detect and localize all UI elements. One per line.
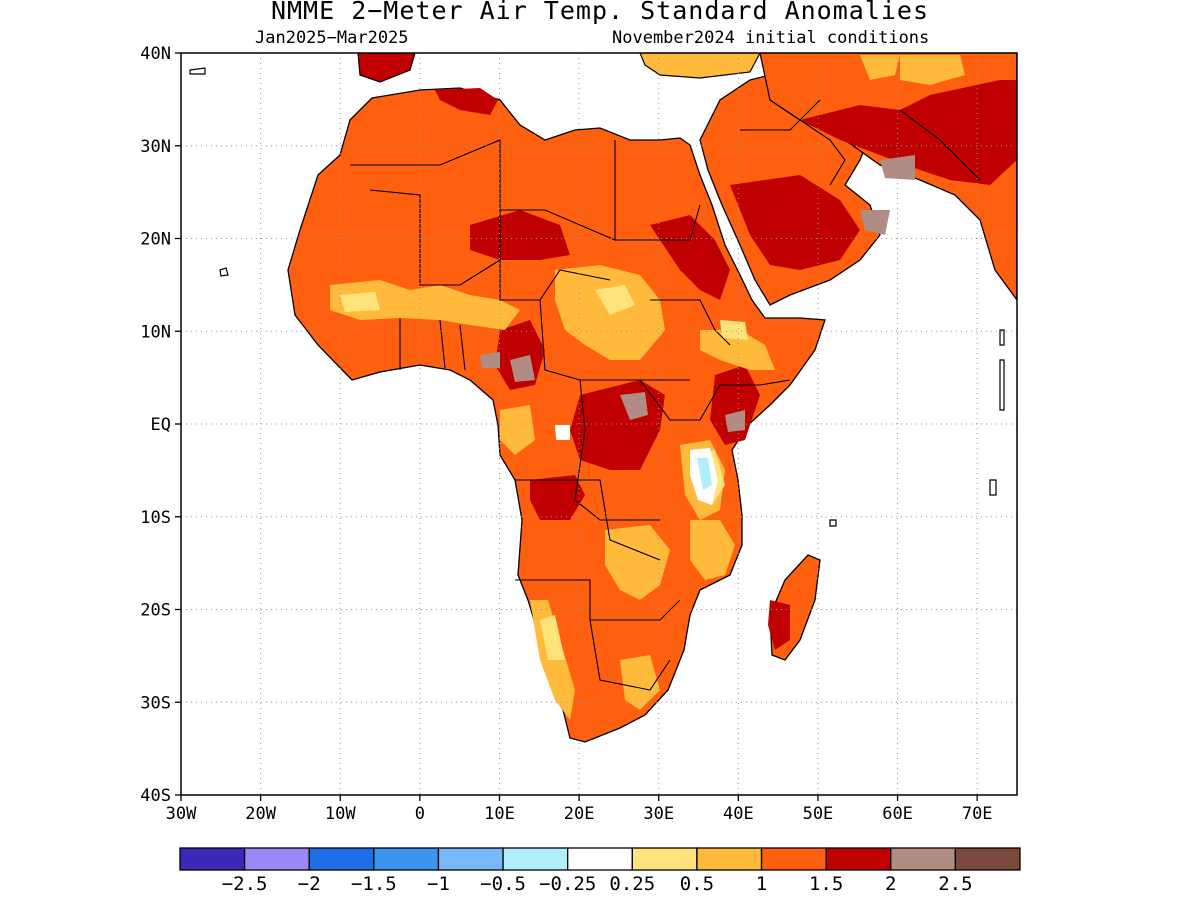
map-area: [189, 53, 1017, 743]
country-borders: [350, 99, 981, 691]
lat-label: 30N: [140, 137, 171, 157]
latitude-labels: 40N 30N 20N 10N EQ 10S 20S 30S 40S: [140, 44, 171, 806]
lon-label: 10W: [325, 804, 356, 824]
colorbar-label: 1: [756, 873, 767, 895]
turkey-landmass: [639, 53, 761, 79]
lat-label: 40N: [140, 44, 171, 64]
lon-label: 0: [415, 804, 425, 824]
lon-label: 10E: [484, 804, 515, 824]
colorbar-labels: −2.5 −2 −1.5 −1 −0.5 −0.25 0.25 0.5 1 1.5 2 2.5: [222, 873, 973, 895]
axis-ticks: [175, 52, 978, 801]
map-title: NMME 2−Meter Air Temp. Standard Anomalie…: [270, 0, 930, 25]
lon-label: 70E: [962, 804, 993, 824]
colorbar-label: −2: [298, 873, 321, 895]
colorbar-swatch: [567, 847, 633, 871]
forecast-period: Jan2025−Mar2025: [255, 28, 409, 48]
anomaly-plus-2: [480, 155, 915, 432]
longitude-labels: 30W 20W 10W 0 10E 20E 30E 40E 50E 60E 70E: [166, 804, 993, 824]
lon-label: 30W: [166, 804, 197, 824]
colorbar-label: −1: [427, 873, 450, 895]
anomaly-plus-1-5: [435, 80, 1017, 650]
colorbar: [179, 847, 1021, 871]
lat-label: 30S: [140, 693, 171, 713]
colorbar-swatch: [890, 847, 957, 871]
colorbar-label: −2.5: [222, 873, 268, 895]
lon-label: 60E: [882, 804, 913, 824]
colorbar-swatch: [631, 847, 698, 871]
colorbar-label: 0.5: [680, 873, 714, 895]
colorbar-swatch: [696, 847, 763, 871]
colorbar-swatch: [179, 847, 246, 871]
colorbar-swatch: [502, 847, 569, 871]
anomaly-near-normal: [555, 425, 718, 505]
colorbar-swatch: [954, 847, 1021, 871]
colorbar-swatch: [308, 847, 375, 871]
colorbar-swatch: [825, 847, 892, 871]
lat-label: 10S: [140, 508, 171, 528]
colorbar-swatch: [243, 847, 310, 871]
gridlines: [181, 53, 1017, 795]
colorbar-label: −0.25: [539, 873, 596, 895]
small-islands: [189, 67, 1005, 527]
colorbar-label: 0.25: [609, 873, 655, 895]
colorbar-swatch: [760, 847, 827, 871]
lon-label: 20W: [245, 804, 276, 824]
colorbar-label: −1.5: [351, 873, 397, 895]
initial-conditions: November2024 initial conditions: [612, 28, 930, 48]
colorbar-label: −0.5: [480, 873, 526, 895]
colorbar-label: 1.5: [809, 873, 843, 895]
colorbar-label: 2: [885, 873, 896, 895]
lat-label: 10N: [140, 322, 171, 342]
lat-label: 20N: [140, 230, 171, 250]
colorbar-label: 2.5: [938, 873, 972, 895]
lat-label: EQ: [151, 415, 171, 435]
lat-label: 40S: [140, 786, 171, 806]
colorbar-swatch: [437, 847, 504, 871]
colorbar-swatch: [373, 847, 440, 871]
lon-label: 40E: [723, 804, 754, 824]
lon-label: 20E: [564, 804, 595, 824]
lat-label: 20S: [140, 601, 171, 621]
iberia-landmass: [357, 53, 416, 83]
lon-label: 30E: [643, 804, 674, 824]
lon-label: 50E: [803, 804, 834, 824]
